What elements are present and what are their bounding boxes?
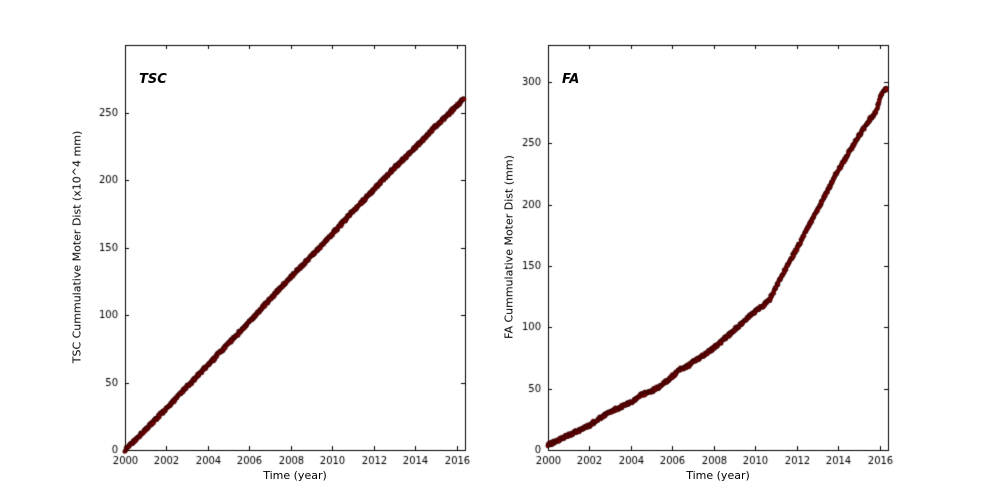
tsc-fa-scatter-canvas	[0, 0, 1000, 500]
figure: TSC FA Time (year) Time (year) TSC Cummu…	[0, 0, 1000, 500]
